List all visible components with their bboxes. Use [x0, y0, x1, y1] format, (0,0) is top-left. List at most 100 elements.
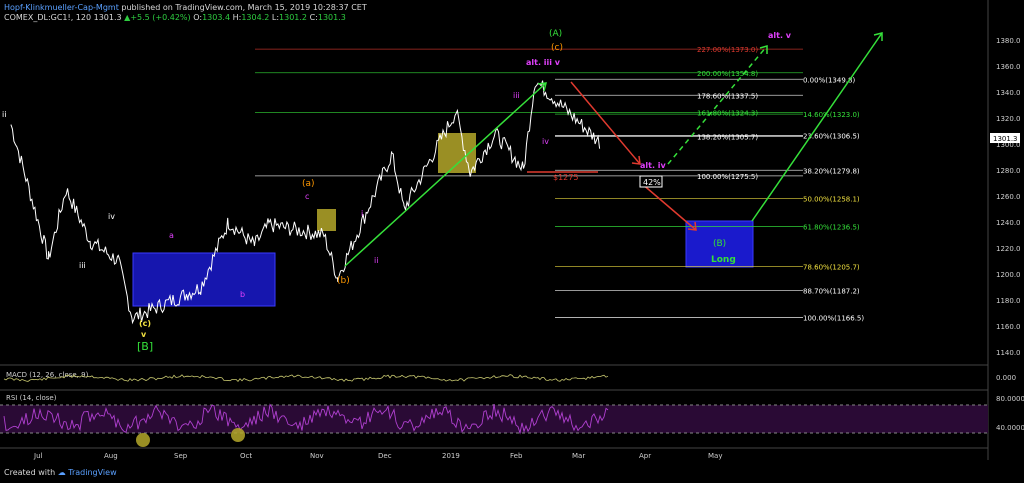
- y-tick-label: 1320.0: [996, 115, 1021, 123]
- rsi-marker: [136, 433, 150, 447]
- wave-iii-label: iii: [513, 91, 520, 100]
- price-axis[interactable]: 1380.0 1360.0 1340.0 1320.0 1300.0 1280.0 1260…: [996, 37, 1021, 357]
- x-tick-label: Apr: [639, 452, 651, 460]
- y-tick-label: 1380.0: [996, 37, 1021, 45]
- arrowhead-icon: [759, 45, 768, 54]
- wave-c-magenta-label: c: [305, 192, 309, 201]
- symbol-line: COMEX_DL:GC1!, 120 1301.3 ▲+5.5 (+0.42%)…: [4, 13, 367, 23]
- target-b-box: [685, 220, 754, 268]
- wave-v-yellow-label: v: [141, 330, 147, 339]
- wave-b-orange-label: (b): [337, 276, 350, 286]
- price-series: [10, 80, 601, 325]
- wave-iii-white-label: iii: [79, 261, 86, 270]
- y-tick-label: 1240.0: [996, 219, 1021, 227]
- open-value: 1303.4: [202, 13, 231, 22]
- x-tick-label: Feb: [510, 452, 523, 460]
- fib-label: 38.20%(1279.8): [803, 167, 860, 175]
- wave-a-magenta-label: a: [169, 231, 174, 240]
- arrowhead-icon: [687, 221, 697, 231]
- publish-info: published on TradingView.com, March 15, …: [121, 3, 367, 12]
- macd-label: MACD (12, 26, close, 9): [6, 371, 89, 379]
- low-value: 1301.2: [279, 13, 308, 22]
- wave-ii-label: ii: [374, 256, 378, 265]
- wave-ii-white-label: ii: [2, 110, 6, 119]
- rsi-band: [0, 405, 988, 433]
- fibonacci-levels: 227.00%(1373.0) 200.00%(1354.8) 0.00%(1349…: [255, 46, 864, 323]
- wave-a-orange-label: (a): [302, 179, 315, 189]
- long-label: Long: [711, 255, 736, 265]
- close-label: C:: [309, 13, 318, 22]
- fib-label: 50.00%(1258.1): [803, 195, 860, 203]
- publish-line: Hopf-Klinkmueller-Cap-Mgmt published on …: [4, 3, 367, 13]
- fib-label: 61.80%(1236.5): [803, 224, 860, 232]
- y-tick-label: 1220.0: [996, 245, 1021, 253]
- green-long-arrow: [751, 32, 883, 222]
- wave-c-yellow-label: (c): [139, 319, 151, 328]
- last-price-tag: [990, 133, 1020, 143]
- macd-axis-value: 0.000: [996, 374, 1016, 382]
- y-tick-label: 1300.0: [996, 141, 1021, 149]
- x-tick-label: Aug: [104, 452, 118, 460]
- olive-box-2: [317, 209, 336, 231]
- high-label: H:: [232, 13, 242, 22]
- x-tick-label: 2019: [442, 452, 460, 460]
- tradingview-logo-icon: ☁: [57, 468, 66, 477]
- rsi-level-40: 40.0000: [996, 424, 1024, 432]
- fib-label: 23.60%(1306.5): [803, 133, 860, 141]
- percent-badge-text: 42%: [643, 178, 661, 187]
- wave-A-label: (A): [549, 29, 562, 39]
- wave-c-top-label: (c): [551, 43, 563, 53]
- chart-footer: Created with ☁ TradingView: [4, 468, 117, 477]
- up-arrow-icon: ▲: [124, 13, 131, 22]
- fib-label: 100.00%(1166.5): [803, 315, 864, 323]
- fib-label: 227.00%(1373.0): [697, 46, 758, 54]
- percent-badge: [639, 175, 663, 188]
- tradingview-link[interactable]: TradingView: [68, 468, 117, 477]
- y-tick-label: 1160.0: [996, 323, 1021, 331]
- green-dashed-arrow: [667, 45, 768, 165]
- y-tick-label: 1280.0: [996, 167, 1021, 175]
- arrowhead-icon: [631, 155, 641, 165]
- fib-label: 138.20%(1305.7): [697, 134, 758, 142]
- fib-label: 161.80%(1324.3): [697, 109, 758, 117]
- blue-consolidation-box: [132, 252, 276, 307]
- y-tick-label: 1340.0: [996, 89, 1021, 97]
- close-value: 1301.3: [317, 13, 346, 22]
- time-axis[interactable]: Jul Aug Sep Oct Nov Dec 2019 Feb Mar Apr May: [33, 452, 722, 460]
- y-tick-label: 1200.0: [996, 271, 1021, 279]
- rsi-label: RSI (14, close): [6, 394, 57, 402]
- fib-label: 88.70%(1187.2): [803, 288, 860, 296]
- x-tick-label: Oct: [240, 452, 252, 460]
- open-label: O:: [193, 13, 203, 22]
- rsi-line: [3, 403, 609, 435]
- rsi-series: [3, 403, 609, 435]
- olive-box-1: [438, 133, 476, 173]
- alt-iv-label: alt. iv: [640, 161, 667, 170]
- wave-b-magenta-label: b: [240, 290, 245, 299]
- price-line: [10, 80, 601, 325]
- fib-label: 78.60%(1205.7): [803, 264, 860, 272]
- rsi-marker: [231, 428, 245, 442]
- symbol-name: COMEX_DL:GC1!, 120: [4, 13, 92, 22]
- y-tick-label: 1140.0: [996, 349, 1021, 357]
- chart-header: Hopf-Klinkmueller-Cap-Mgmt published on …: [4, 3, 367, 23]
- y-tick-label: 1260.0: [996, 193, 1021, 201]
- wave-iv-white-label: iv: [108, 212, 115, 221]
- created-with-text: Created with: [4, 468, 56, 477]
- y-tick-label: 1180.0: [996, 297, 1021, 305]
- fib-label: 14.60%(1323.0): [803, 111, 860, 119]
- last-price: 1301.3: [93, 13, 122, 22]
- wave-iv-label: iv: [542, 137, 549, 146]
- x-tick-label: Jul: [33, 452, 43, 460]
- fib-label: 0.00%(1349.8): [803, 76, 855, 84]
- rsi-level-80: 80.0000: [996, 395, 1024, 403]
- price-change: +5.5 (+0.42%): [130, 13, 191, 22]
- x-tick-label: Sep: [174, 452, 188, 460]
- macd-line: [3, 374, 609, 383]
- author-link[interactable]: Hopf-Klinkmueller-Cap-Mgmt: [4, 3, 119, 12]
- price-1275-label: $1275: [553, 173, 578, 182]
- x-tick-label: Mar: [572, 452, 585, 460]
- last-price-tag-text: 1301.3: [993, 135, 1018, 143]
- x-tick-label: Nov: [310, 452, 324, 460]
